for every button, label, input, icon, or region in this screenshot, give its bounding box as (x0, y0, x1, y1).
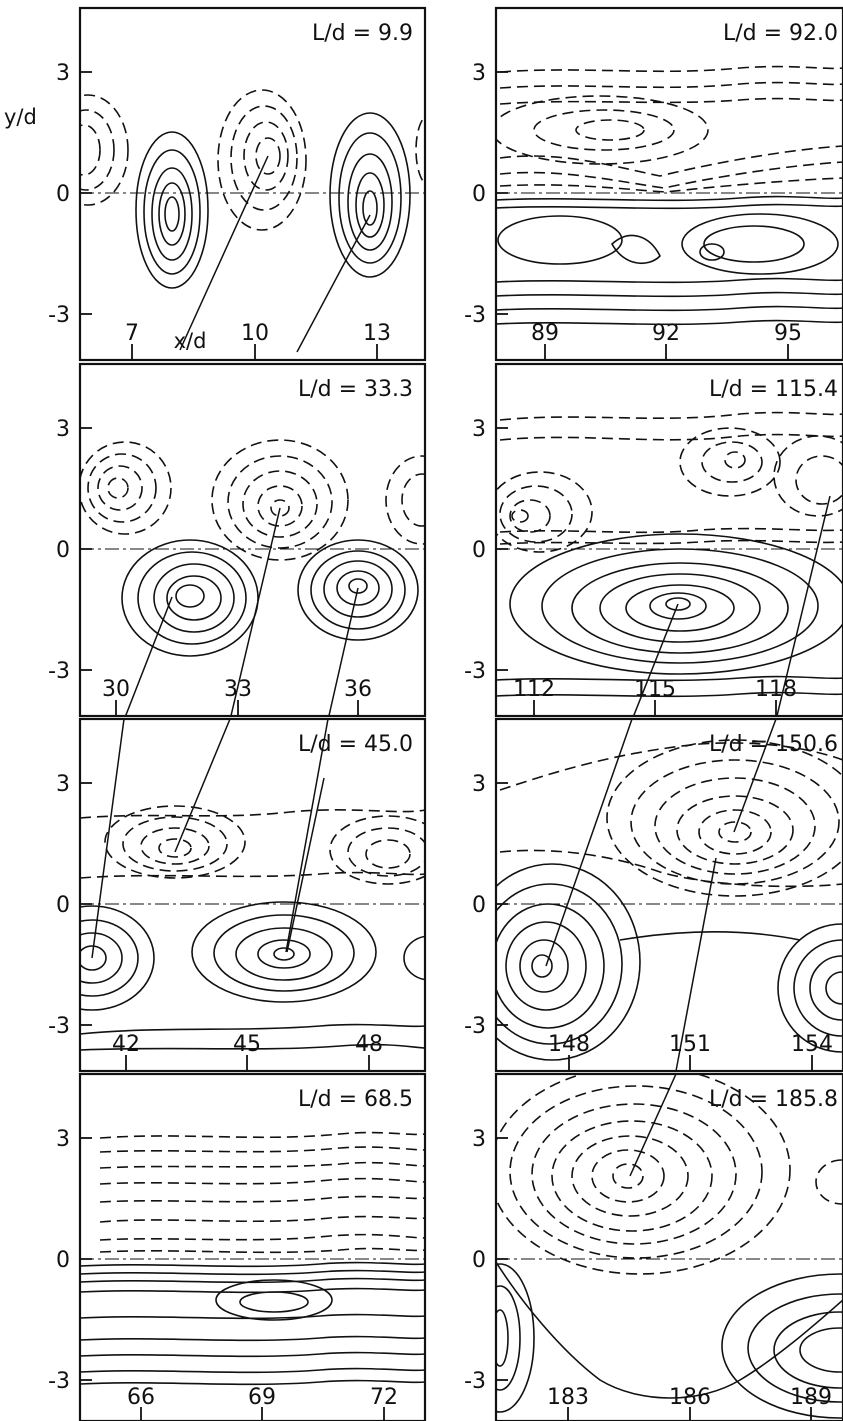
y-tick-label: 3 (56, 772, 70, 797)
x-tick-label: 186 (669, 1385, 711, 1410)
contour-plot (80, 89, 425, 353)
x-tick-label: 189 (790, 1385, 832, 1410)
y-axis-title: y/d (4, 105, 37, 129)
x-tick-label: 118 (755, 677, 797, 702)
x-tick-label: 115 (634, 677, 676, 702)
y-tick-label: 0 (472, 893, 486, 918)
panel-frame (494, 362, 843, 718)
y-tick-label: 0 (56, 182, 70, 207)
x-tick-label: 72 (370, 1385, 398, 1410)
x-tick-label: 89 (531, 321, 559, 346)
y-tick-label: 0 (56, 538, 70, 563)
y-tick-label: -3 (464, 659, 486, 684)
y-tick-label: 0 (56, 1248, 70, 1273)
x-tick-label: 45 (233, 1032, 261, 1057)
x-tick-label: 13 (363, 321, 391, 346)
panel-4: L/d = 68.5 3 0 -3 66 69 72 (48, 1072, 427, 1421)
x-axis-title: x/d (174, 329, 207, 353)
y-tick-label: -3 (48, 1369, 70, 1394)
x-tick-label: 66 (127, 1385, 155, 1410)
y-tick-label: -3 (464, 303, 486, 328)
x-tick-label: 95 (774, 321, 802, 346)
panel-frame (494, 6, 843, 362)
x-tick-label: 10 (241, 321, 269, 346)
panel-title: L/d = 185.8 (709, 1087, 838, 1112)
contour-plot (496, 65, 843, 326)
x-tick-label: 154 (791, 1032, 833, 1057)
y-tick-label: 3 (56, 417, 70, 442)
y-tick-label: -3 (464, 1369, 486, 1394)
contour-plot (80, 719, 425, 1051)
y-tick-label: 3 (56, 1127, 70, 1152)
contour-plot (80, 1131, 425, 1386)
x-tick-label: 42 (112, 1032, 140, 1057)
y-tick-label: 3 (472, 772, 486, 797)
contour-plot (496, 1074, 843, 1419)
y-tick-label: 3 (56, 61, 70, 86)
panel-6: L/d = 115.4 3 0 -3 112 115 118 (464, 362, 843, 718)
y-tick-label: 3 (472, 61, 486, 86)
x-tick-label: 33 (224, 677, 252, 702)
y-tick-label: 3 (472, 417, 486, 442)
x-tick-label: 30 (102, 677, 130, 702)
y-tick-label: -3 (48, 1014, 70, 1039)
y-tick-label: 0 (472, 1248, 486, 1273)
panel-frame (78, 6, 427, 362)
panel-2: L/d = 33.3 3 0 -3 30 33 36 (48, 362, 427, 718)
panel-title: L/d = 9.9 (312, 21, 413, 46)
panel-7: L/d = 150.6 3 0 -3 148 151 154 (464, 717, 843, 1073)
panel-5: L/d = 92.0 3 0 -3 89 92 95 (464, 6, 843, 362)
panel-frame (78, 1072, 427, 1421)
panel-title: L/d = 68.5 (298, 1087, 413, 1112)
panel-frame (78, 717, 427, 1073)
y-tick-label: 3 (472, 1127, 486, 1152)
panel-title: L/d = 92.0 (723, 21, 838, 46)
panel-title: L/d = 33.3 (298, 377, 413, 402)
panel-1: L/d = 9.9 3 0 -3 7 10 13 x/d y/d (4, 6, 427, 362)
x-tick-label: 48 (355, 1032, 383, 1057)
panel-frame (78, 362, 427, 718)
panel-title: L/d = 115.4 (709, 377, 838, 402)
contour-plot (80, 439, 425, 716)
x-tick-label: 148 (548, 1032, 590, 1057)
x-tick-label: 69 (248, 1385, 276, 1410)
x-tick-label: 151 (669, 1032, 711, 1057)
contour-plot (496, 411, 843, 716)
x-tick-label: 183 (547, 1385, 589, 1410)
x-tick-label: 7 (125, 321, 139, 346)
y-tick-label: 0 (56, 893, 70, 918)
panel-title: L/d = 150.6 (709, 732, 838, 757)
y-tick-label: 0 (472, 538, 486, 563)
x-tick-label: 36 (344, 677, 372, 702)
y-tick-label: 0 (472, 182, 486, 207)
panel-3: L/d = 45.0 3 0 -3 42 45 48 (48, 717, 427, 1073)
panel-frame (494, 717, 843, 1073)
x-tick-label: 112 (513, 677, 555, 702)
y-tick-label: -3 (48, 303, 70, 328)
contour-plot (496, 719, 843, 1071)
y-tick-label: -3 (464, 1014, 486, 1039)
x-tick-label: 92 (652, 321, 680, 346)
panel-frame (494, 1072, 843, 1421)
panel-title: L/d = 45.0 (298, 732, 413, 757)
y-tick-label: -3 (48, 659, 70, 684)
panel-8: L/d = 185.8 3 0 -3 183 186 189 (464, 1072, 843, 1421)
